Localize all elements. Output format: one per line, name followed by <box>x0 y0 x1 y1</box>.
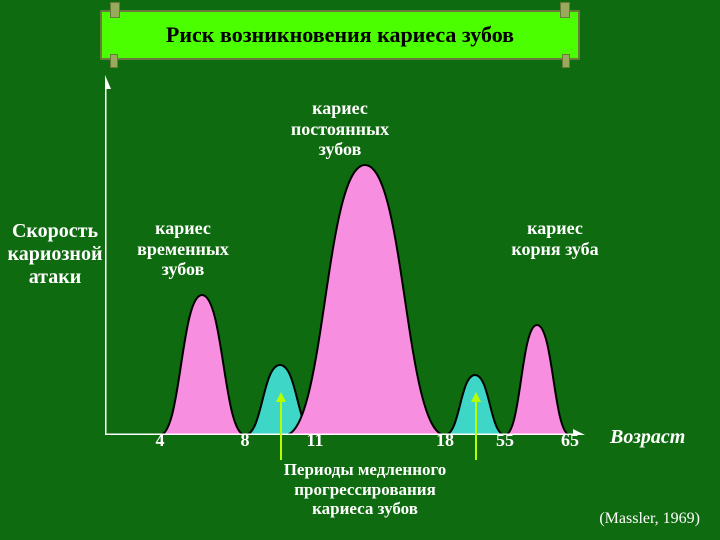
pink-hump <box>285 165 445 435</box>
title-banner: Риск возникновения кариеса зубов <box>100 10 580 60</box>
x-tick-label: 55 <box>496 430 514 451</box>
x-tick-label: 4 <box>156 430 165 451</box>
y-axis-label: Скорость кариозной атаки <box>5 220 105 289</box>
title-text: Риск возникновения кариеса зубов <box>166 22 514 48</box>
pink-hump <box>505 325 570 435</box>
x-tick-label: 8 <box>241 430 250 451</box>
slide: Риск возникновения кариеса зубов Скорост… <box>0 0 720 540</box>
chart-svg <box>105 75 585 435</box>
period-arrow <box>475 400 477 460</box>
chart-area <box>105 75 585 425</box>
pink-hump <box>160 295 245 435</box>
periods-label: Периоды медленного прогрессирования кари… <box>270 460 460 519</box>
period-arrow <box>280 400 282 460</box>
x-axis-label: Возраст <box>610 426 685 449</box>
x-tick-label: 65 <box>561 430 579 451</box>
x-tick-label: 18 <box>436 430 454 451</box>
citation: (Massler, 1969) <box>599 510 700 528</box>
x-tick-label: 11 <box>306 430 323 451</box>
axis-arrowhead <box>105 75 111 89</box>
